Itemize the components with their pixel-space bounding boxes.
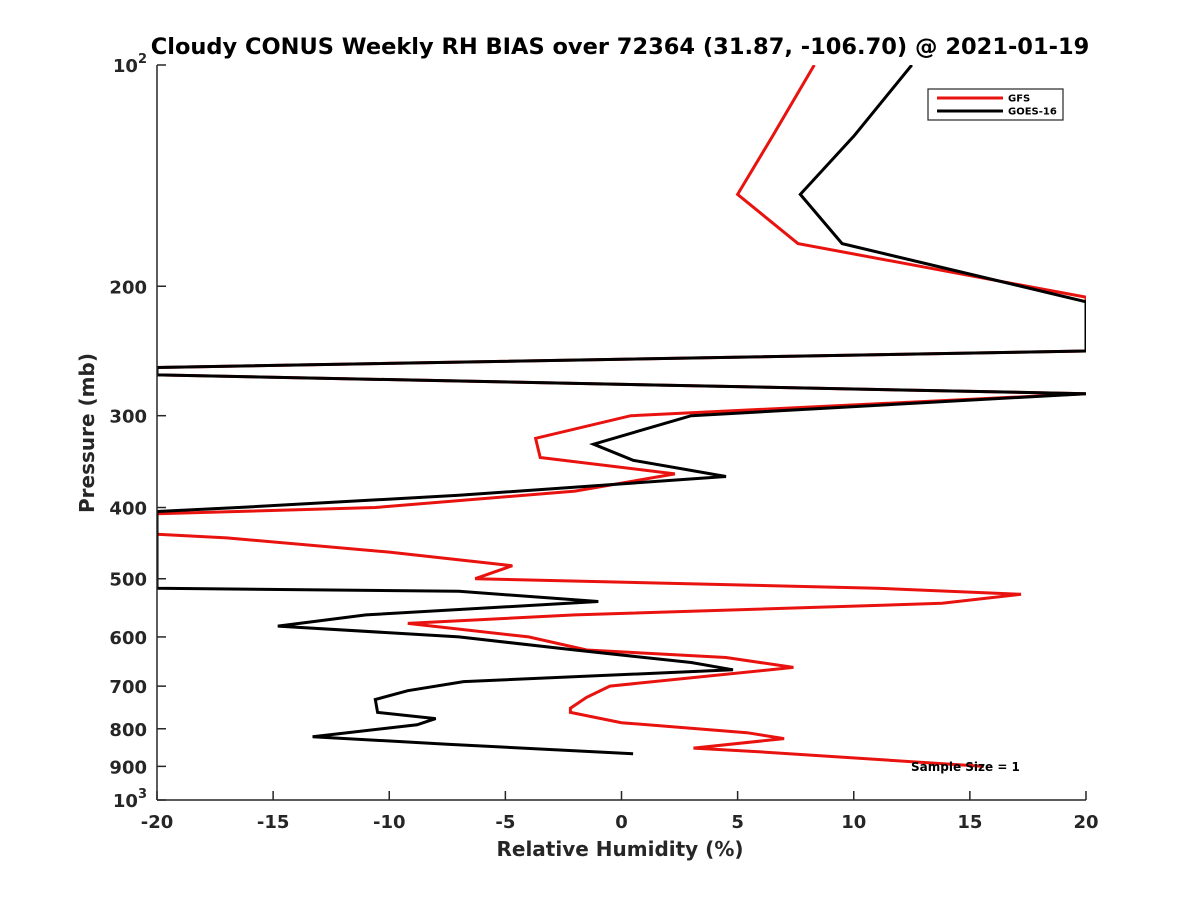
y-tick-label: 800 [109,720,147,741]
x-tick-label: 15 [957,812,982,833]
legend-label-gfs: GFS [1008,94,1030,105]
sample-size-annotation: Sample Size = 1 [911,760,1020,774]
series-line-goes-16 [157,65,1086,756]
x-axis-label: Relative Humidity (%) [496,837,743,861]
y-tick-label: 900 [109,757,147,778]
y-tick-label: 600 [109,628,147,649]
series-line-gfs [157,65,1086,768]
y-tick-label: 400 [109,499,147,520]
x-tick-label: 20 [1073,812,1098,833]
x-tick-label: -20 [141,812,174,833]
legend-box [927,88,1064,121]
y-tick-label: 300 [109,407,147,428]
legend-label-goes-16: GOES-16 [1008,107,1057,118]
y-tick-label: 500 [109,570,147,591]
legend: GFS GOES-16 [927,88,1064,121]
y-tick-label: 700 [109,677,147,698]
x-tick-label: -10 [373,812,406,833]
y-axis-label: Pressure (mb) [75,353,99,513]
plot-area [157,65,1086,768]
chart-title: Cloudy CONUS Weekly RH BIAS over 72364 (… [151,34,1090,60]
y-tick-label: 200 [109,277,147,298]
y-tick-label: 102 [113,52,147,77]
x-tick-label: -15 [257,812,290,833]
axes: -20 -15 -10 -5 0 5 10 15 20 102 200 300 400 500 600 700… [109,52,1098,833]
x-tick-label: 5 [731,812,744,833]
y-tick-label: 103 [113,787,147,812]
x-tick-label: 10 [841,812,866,833]
x-tick-label: 0 [615,812,628,833]
x-tick-label: -5 [495,812,515,833]
